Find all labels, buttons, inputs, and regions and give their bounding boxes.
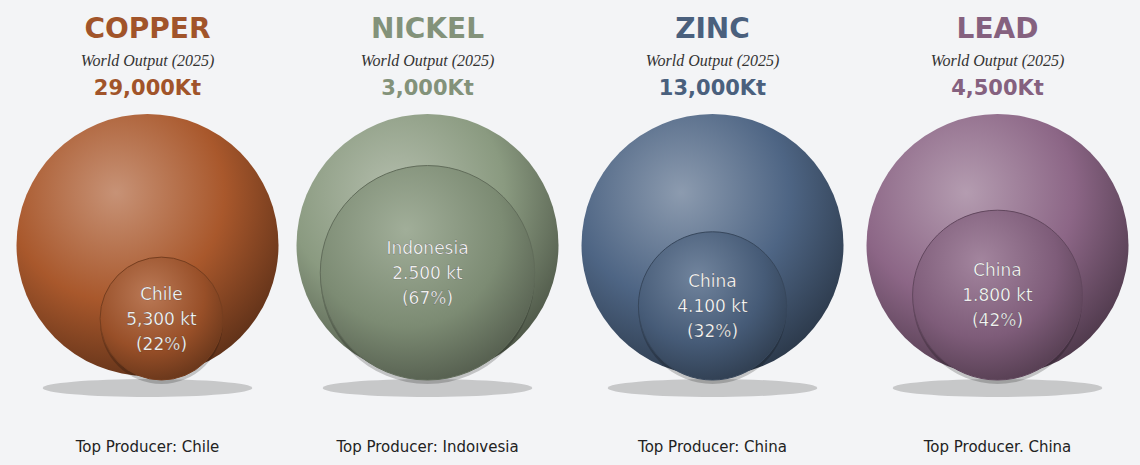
producer-value: 5,300 kt [126, 309, 197, 329]
output-value: 3,000Kt [381, 76, 474, 100]
output-label: World Output (2025) [931, 52, 1065, 70]
chart: COPPER World Output (2025) 29,000Kt Chile 5,… [0, 0, 1140, 465]
panel: COPPER World Output (2025) 29,000Kt Chile 5,… [17, 12, 279, 456]
top-producer-caption: Top Producer: Chile [75, 438, 220, 456]
background [0, 0, 1140, 465]
producer-name: Chile [140, 284, 183, 304]
producer-share: (67%) [402, 288, 453, 308]
producer-name: China [973, 260, 1022, 280]
top-producer-caption: Top Producer. China [923, 438, 1072, 456]
producer-name: China [688, 271, 737, 291]
top-producer-sphere [100, 257, 223, 380]
panel: LEAD World Output (2025) 4,500Kt China 1.800… [867, 12, 1129, 456]
producer-share: (32%) [687, 321, 738, 341]
metal-title: ZINC [675, 12, 750, 45]
producer-share: (42%) [972, 310, 1023, 330]
metal-title: COPPER [84, 12, 210, 45]
producer-value: 4.100 kt [677, 296, 748, 316]
top-producer-sphere [638, 232, 786, 380]
producer-value: 2.500 kt [392, 263, 463, 283]
top-producer-caption: Top Producer: China [637, 438, 787, 456]
top-producer-caption: Top Producer: Indoıvesia [335, 438, 518, 456]
output-label: World Output (2025) [646, 52, 780, 70]
world-output-sphere [17, 114, 279, 376]
output-value: 13,000Kt [659, 76, 766, 100]
metal-title: NICKEL [371, 12, 484, 45]
producer-share: (22%) [136, 334, 187, 354]
producer-value: 1.800 kt [962, 285, 1033, 305]
output-value: 4,500Kt [951, 76, 1044, 100]
top-producer-sphere [320, 166, 534, 380]
top-producer-sphere [913, 210, 1083, 380]
producer-name: Indonesia [386, 238, 468, 258]
panel: ZINC World Output (2025) 13,000Kt China 4.10… [582, 12, 844, 456]
output-label: World Output (2025) [361, 52, 495, 70]
output-value: 29,000Kt [94, 76, 201, 100]
metal-title: LEAD [957, 12, 1039, 45]
output-label: World Output (2025) [81, 52, 215, 70]
panel: NICKEL World Output (2025) 3,000Kt Indonesi… [297, 12, 559, 456]
